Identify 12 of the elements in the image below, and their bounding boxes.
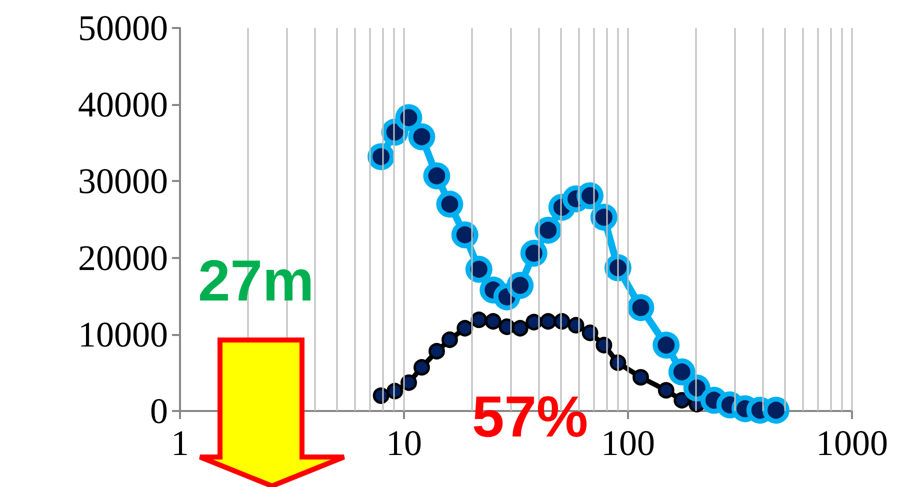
x-tick-label: 100 xyxy=(601,423,655,463)
annotation: 57% xyxy=(472,384,588,450)
y-tick-label: 0 xyxy=(150,391,168,431)
y-tick-label: 50000 xyxy=(78,8,168,48)
y-tick-label: 10000 xyxy=(78,314,168,354)
x-tick-label: 10 xyxy=(386,423,422,463)
x-tick-label: 1000 xyxy=(816,423,888,463)
annotation: 27m xyxy=(198,248,314,314)
y-tick-label: 30000 xyxy=(78,161,168,202)
x-tick-label: 1 xyxy=(171,423,189,463)
y-tick-label: 40000 xyxy=(78,84,168,125)
y-tick-label: 20000 xyxy=(78,238,168,278)
